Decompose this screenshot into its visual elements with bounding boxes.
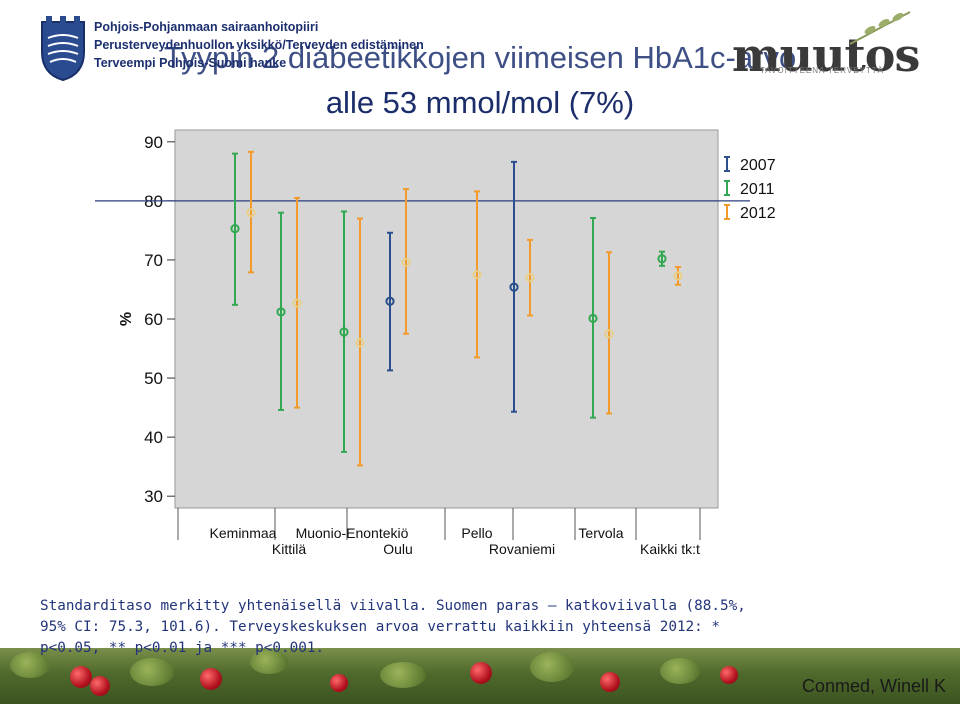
slide-title-line-1: Tyypin 2 diabeetikkojen viimeisen HbA1c-…	[163, 40, 797, 75]
mean-marker	[339, 327, 349, 337]
caption-line-2: 95% CI: 75.3, 101.6). Terveyskeskuksen a…	[40, 619, 720, 635]
caption-line-3: p<0.05, ** p<0.01 ja *** p<0.001.	[40, 640, 325, 656]
y-tick-label: 90	[144, 133, 163, 152]
y-tick-label: 40	[144, 428, 163, 447]
legend-label: 2007	[740, 157, 776, 174]
org-line-2: Perusterveydenhuollon yksikkö/Terveyden …	[94, 38, 424, 52]
slide-title-line-2: alle 53 mmol/mol (7%)	[325, 85, 635, 120]
mean-marker	[604, 329, 614, 339]
org-line-3: Terveempi Pohjois-Suomi hanke	[94, 56, 287, 70]
caption: Standarditaso merkitty yhtenäisellä viiv…	[40, 596, 940, 659]
mean-marker	[673, 271, 683, 281]
mean-marker	[230, 224, 240, 234]
y-tick-label: 50	[144, 369, 163, 388]
y-tick-label: 60	[144, 310, 163, 329]
plot-area	[174, 129, 719, 509]
crest-logo	[41, 16, 85, 82]
wheat-icon	[849, 11, 911, 45]
muutos-logo-subtitle: TAVOITTEENA TERVEYTTÄ	[760, 66, 884, 75]
legend-label: 2011	[740, 181, 775, 198]
muutos-logo: muutos	[732, 28, 920, 82]
x-category-label: Keminmaa	[210, 525, 277, 541]
x-category-label: Kittilä	[272, 541, 306, 557]
mean-marker	[472, 270, 482, 280]
mean-marker	[509, 282, 519, 292]
org-line-1: Pohjois-Pohjanmaan sairaanhoitopiiri	[94, 20, 319, 34]
x-category-label: Oulu	[383, 541, 413, 557]
caption-line-1: Standarditaso merkitty yhtenäisellä viiv…	[40, 598, 746, 614]
mean-marker	[276, 307, 286, 317]
credit: Conmed, Winell K	[801, 676, 946, 696]
mean-marker	[246, 208, 256, 218]
mean-marker	[525, 273, 535, 283]
y-tick-label: 30	[144, 487, 163, 506]
x-category-label: Rovaniemi	[489, 541, 555, 557]
mean-marker	[657, 254, 667, 264]
mean-marker	[588, 313, 598, 324]
mean-marker	[355, 338, 365, 348]
y-axis-label: %	[118, 312, 135, 326]
lingonberry-photo	[0, 648, 960, 704]
y-tick-label: 70	[144, 251, 163, 270]
mean-marker	[401, 257, 411, 267]
x-category-label: Pello	[461, 525, 492, 541]
x-category-label: Tervola	[578, 525, 623, 541]
x-category-label: Kaikki tk:t	[640, 541, 700, 557]
mean-marker	[385, 296, 395, 306]
legend-label: 2012	[740, 205, 776, 222]
mean-marker	[292, 298, 302, 308]
x-category-label: Muonio-Enontekiö	[296, 525, 409, 541]
error-bar-chart: 30405060708090%KeminmaaKittiläMuonio-Eno…	[95, 129, 776, 557]
